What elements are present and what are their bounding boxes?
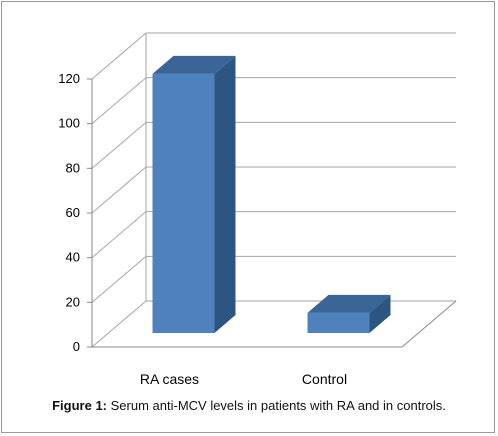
gridline-side — [91, 211, 147, 259]
caption-label: Figure 1: — [52, 398, 108, 413]
gridline-side — [91, 166, 147, 214]
y-tick-label: 40 — [66, 250, 80, 265]
grid-layer — [91, 32, 456, 348]
floor-edge — [401, 300, 457, 348]
bar-front — [307, 312, 370, 333]
bar-top — [152, 55, 236, 74]
bar-chart: 0 20 40 60 80 100 120 RA cases Control — [58, 32, 457, 387]
y-tick-label: 80 — [66, 160, 80, 175]
y-tick-label: 100 — [58, 116, 80, 131]
y-tick-label: 20 — [66, 294, 80, 309]
caption-text: Serum anti-MCV levels in patients with R… — [107, 398, 446, 413]
label-layer: 0 20 40 60 80 100 120 RA cases Control — [58, 71, 347, 387]
bar-layer — [152, 55, 391, 333]
bar-side — [214, 55, 236, 333]
y-tick-label: 120 — [58, 71, 80, 86]
bar-front — [152, 73, 215, 333]
x-category-label: RA cases — [140, 371, 199, 387]
bar-top — [307, 294, 391, 313]
axis-layer — [87, 33, 457, 348]
figure-caption: Figure 1: Serum anti-MCV levels in patie… — [0, 398, 498, 413]
gridline-side — [91, 255, 147, 303]
bar-side — [369, 294, 391, 333]
gridline-side — [91, 32, 147, 80]
y-tick-label: 0 — [73, 339, 80, 354]
gridline-side — [91, 121, 147, 169]
gridline-side — [91, 77, 147, 125]
x-category-label: Control — [302, 371, 347, 387]
gridline-side — [91, 300, 147, 348]
y-tick-label: 60 — [66, 205, 80, 220]
